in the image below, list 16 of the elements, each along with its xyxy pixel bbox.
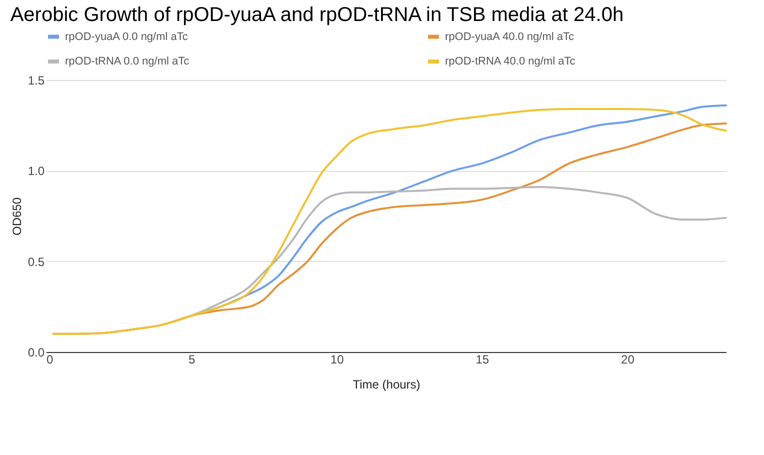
- x-tick-label: 15: [476, 352, 490, 366]
- x-tick-label: 20: [621, 352, 635, 366]
- y-tick-label: 0.5: [28, 254, 45, 269]
- x-tick-label: 0: [46, 352, 54, 366]
- x-axis-title: Time (hours): [352, 378, 420, 392]
- y-axis-title: OD650: [10, 197, 24, 236]
- y-tick-label: 0.0: [28, 346, 45, 360]
- x-tick-label: 10: [330, 352, 344, 366]
- legend-label: rpOD-yuaA 0.0 ng/ml aTc: [65, 30, 188, 43]
- x-tick-label: 5: [188, 352, 196, 366]
- y-tick-label: 1.0: [28, 164, 45, 178]
- chart-title: Aerobic Growth of rpOD-yuaA and rpOD-tRNA in TSB media at 24.0h: [10, 4, 624, 26]
- legend-label: rpOD-tRNA 0.0 ng/ml aTc: [65, 56, 190, 68]
- legend-label: rpOD-yuaA 40.0 ng/ml aTc: [445, 30, 575, 43]
- y-tick-label: 1.5: [28, 74, 45, 88]
- legend-label: rpOD-tRNA 40.0 ng/ml aTc: [445, 56, 576, 68]
